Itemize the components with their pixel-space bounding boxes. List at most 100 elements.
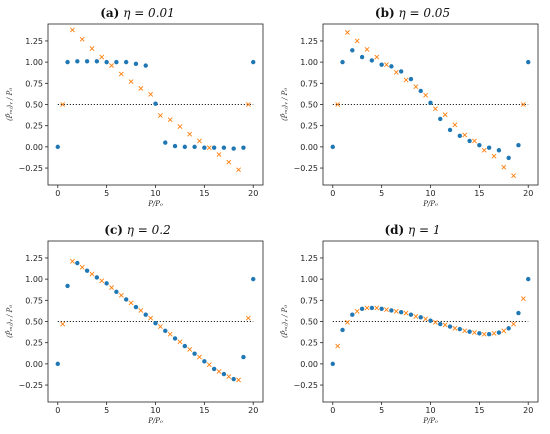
panel-b-eta: η = 0.05 xyxy=(398,6,451,20)
cross-stroke xyxy=(442,112,448,118)
dot-point xyxy=(506,155,511,161)
cross-point xyxy=(89,46,95,51)
dot-point xyxy=(350,48,355,53)
dot-point xyxy=(75,59,80,64)
cross-stroke xyxy=(99,54,105,60)
dot-point xyxy=(231,146,236,151)
cross-point xyxy=(374,54,380,60)
cross-stroke xyxy=(354,38,360,44)
cross-stroke xyxy=(245,102,251,107)
cross-point xyxy=(206,145,212,151)
dot-point xyxy=(477,142,482,148)
dot-point xyxy=(359,54,365,60)
dot-point xyxy=(114,289,119,295)
dot-point xyxy=(251,59,256,65)
x-tick-label: 0 xyxy=(55,406,60,415)
panel-d-label: (d) xyxy=(384,223,405,237)
cross-stroke xyxy=(481,147,487,153)
cross-point xyxy=(245,315,251,321)
cross-stroke xyxy=(138,308,144,313)
x-tick-label: 10 xyxy=(150,189,160,198)
cross-stroke xyxy=(236,167,241,173)
cross-point xyxy=(197,354,202,360)
dot-point xyxy=(516,142,521,148)
cross-point xyxy=(148,315,154,321)
panel-d-title: (d) η = 1 xyxy=(275,223,550,237)
dot-point xyxy=(104,281,109,286)
x-axis-label: P/P₀ xyxy=(147,200,163,208)
cross-point xyxy=(462,328,468,334)
cross-point xyxy=(335,102,341,107)
cross-point xyxy=(226,374,232,379)
x-axis-label: P/P₀ xyxy=(147,417,163,425)
panel-a-eta: η = 0.01 xyxy=(123,6,175,20)
cross-stroke xyxy=(501,328,507,334)
cross-stroke xyxy=(177,339,183,345)
dot-point xyxy=(418,88,423,94)
cross-stroke xyxy=(413,84,419,90)
x-tick-label: 0 xyxy=(330,189,335,198)
cross-point xyxy=(472,330,477,335)
cross-stroke xyxy=(197,138,202,144)
dot-point xyxy=(398,69,404,74)
cross-point xyxy=(520,296,526,302)
y-axis-label: ⟨P̂ₘⱼ⟩ᵧ / P₀ xyxy=(281,305,289,338)
cross-stroke xyxy=(148,315,154,321)
cross-point xyxy=(354,308,360,314)
cross-point xyxy=(60,102,66,107)
cross-point xyxy=(481,331,487,337)
cross-point xyxy=(364,305,370,311)
y-tick-label: 0.25 xyxy=(25,122,43,131)
cross-stroke xyxy=(491,330,497,336)
y-tick-label: 0.75 xyxy=(25,79,43,88)
y-tick-label: 0.00 xyxy=(25,360,43,369)
cross-stroke xyxy=(354,308,360,314)
dot-point xyxy=(55,144,60,150)
cross-point xyxy=(157,324,163,330)
cross-point xyxy=(442,112,448,118)
dot-point xyxy=(221,371,227,377)
cross-point xyxy=(413,313,419,319)
cross-point xyxy=(167,331,173,337)
y-tick-label: 1.00 xyxy=(25,275,43,284)
dot-point xyxy=(182,343,188,349)
cross-stroke xyxy=(177,124,183,129)
cross-point xyxy=(79,264,85,270)
cross-point xyxy=(177,124,183,129)
panel-b: (b) η = 0.05 0 5 10 15 20 −0.25 0.00 0.25 0.50 0.… xyxy=(275,0,550,217)
dot-point xyxy=(211,145,217,150)
y-tick-label: 0.25 xyxy=(25,339,43,348)
cross-stroke xyxy=(384,307,389,313)
cross-stroke xyxy=(452,122,458,128)
x-tick-label: 15 xyxy=(474,406,484,415)
x-tick-label: 5 xyxy=(104,189,109,198)
x-tick-label: 5 xyxy=(104,406,109,415)
dot-point xyxy=(516,310,521,316)
dot-point xyxy=(389,64,394,69)
dot-point xyxy=(359,306,365,311)
panel-b-plot: 0 5 10 15 20 −0.25 0.00 0.25 0.50 0.75 1.00 1.25 P/P… xyxy=(281,23,539,208)
dot-point xyxy=(65,283,70,289)
y-tick-label: 1.25 xyxy=(300,37,318,46)
cross-point xyxy=(109,63,114,68)
cross-point xyxy=(70,27,75,33)
y-tick-label: 0.75 xyxy=(25,296,43,305)
panel-d-eta: η = 1 xyxy=(408,223,441,237)
cross-point xyxy=(206,362,212,368)
y-tick-label: 0.25 xyxy=(300,339,318,348)
cross-point xyxy=(384,62,389,68)
cross-point xyxy=(226,159,232,165)
cross-point xyxy=(501,164,507,170)
x-tick-label: 20 xyxy=(248,189,258,198)
dot-point xyxy=(133,61,139,67)
cross-point xyxy=(99,278,105,284)
cross-stroke xyxy=(70,258,75,264)
cross-point xyxy=(354,38,360,44)
cross-stroke xyxy=(335,343,341,349)
x-tick-label: 5 xyxy=(379,189,384,198)
dot-point xyxy=(369,58,375,63)
cross-stroke xyxy=(481,331,487,337)
dot-point xyxy=(202,145,207,150)
x-tick-label: 0 xyxy=(55,189,60,198)
dot-point xyxy=(330,361,335,367)
